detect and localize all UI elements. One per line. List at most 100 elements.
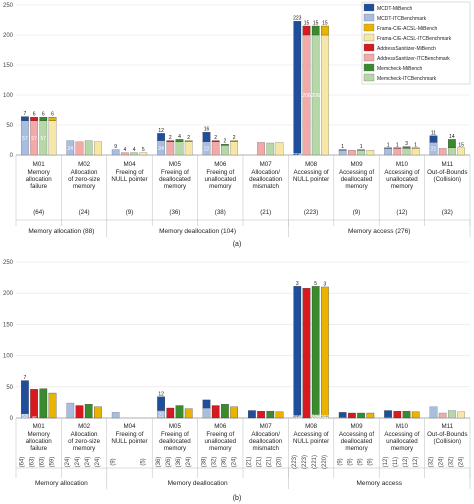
- category-count: (223): [292, 455, 298, 469]
- bar-segment-itc: [202, 407, 211, 419]
- bar-value-label: 1: [396, 142, 399, 148]
- bar-segment-mi: [302, 25, 311, 36]
- legend-swatch: [363, 23, 375, 32]
- category-count: (32): [448, 457, 454, 468]
- bar-value-label: 15: [458, 142, 464, 148]
- category-name: of zero-size: [68, 438, 101, 445]
- category-count: (24): [458, 457, 464, 468]
- bar-segment-mi: [30, 389, 38, 419]
- bar-value-label: 3: [405, 141, 408, 147]
- category-name: Out-of-Bounds: [427, 431, 467, 438]
- bar-inner-label: 207: [321, 415, 330, 421]
- bar-segment-mi: [21, 380, 29, 414]
- category-name: Accessing of: [384, 431, 419, 438]
- bar-segment-mi: [338, 412, 347, 418]
- legend-swatch: [363, 43, 375, 52]
- y-tick-label: 100: [3, 354, 14, 360]
- bar-segment-itc: [357, 150, 365, 156]
- category-code: M02: [78, 161, 91, 168]
- category-count: (63): [40, 457, 46, 468]
- bar-segment-mi: [411, 411, 420, 419]
- panel-caption: (a): [233, 241, 242, 248]
- bar-segment-mi: [402, 146, 411, 149]
- category-count: (221): [312, 455, 318, 469]
- category-count: (223): [304, 209, 318, 216]
- bar-segment-mi: [357, 412, 365, 419]
- category-name: Freeing of: [116, 169, 144, 176]
- bar-segment-mi: [293, 21, 302, 156]
- category-name: Freeing of: [161, 169, 189, 176]
- category-name: memory: [345, 445, 368, 452]
- bar-segment-itc: [75, 141, 84, 156]
- y-tick-label: 200: [3, 291, 14, 297]
- y-tick-label: 50: [6, 123, 13, 129]
- category-code: M02: [78, 423, 91, 430]
- group-label: Memory access: [356, 480, 402, 487]
- category-code: M04: [123, 423, 136, 430]
- bar-value-label: 1: [341, 144, 344, 150]
- bar-value-label: 2: [169, 135, 172, 141]
- category-name: mismatch: [252, 445, 279, 452]
- category-name: Allocation/: [251, 431, 280, 438]
- bar-segment-itc: [275, 142, 284, 156]
- legend-label: AddressSanitizer-ITCBenchmark: [377, 56, 450, 62]
- category-name: Allocation: [71, 169, 98, 176]
- y-tick-label: 150: [3, 322, 14, 328]
- category-count: (21): [260, 209, 271, 216]
- category-name: unallocated: [386, 438, 418, 445]
- category-count: (21): [267, 457, 273, 468]
- y-tick-label: 200: [3, 33, 14, 39]
- bar-segment-itc: [221, 145, 229, 156]
- category-count: (24): [231, 457, 237, 468]
- legend-label: Frama-C/E-ACSL-ITCBenchmark: [377, 36, 452, 42]
- chart-a: 0 50 100 150 200 250 7 57 6 57 6 57 6 M01Memoryalloca…: [3, 3, 471, 248]
- bar-segment-itc: [393, 148, 402, 156]
- category-code: M07: [260, 423, 273, 430]
- legend-swatch: [363, 63, 375, 72]
- bar-segment-itc: [366, 150, 375, 156]
- bar-segment-itc: [348, 150, 356, 156]
- category-name: unallocated: [204, 438, 236, 445]
- bar-segment-mi: [202, 399, 211, 409]
- category-name: failure: [30, 183, 47, 190]
- bar-segment-mi: [230, 140, 238, 142]
- bar-inner-label: 46: [31, 416, 37, 422]
- y-tick-label: 0: [10, 153, 14, 159]
- category-name: Allocation/: [251, 169, 280, 176]
- bar-value-label: 6: [51, 112, 54, 118]
- category-code: M07: [260, 161, 273, 168]
- category-code: M09: [350, 161, 363, 168]
- bar-value-label: 3: [324, 281, 327, 287]
- bar-segment-itc: [139, 152, 148, 156]
- category-name: memory: [209, 445, 232, 452]
- bar-inner-label: 206: [312, 93, 321, 99]
- category-name: deallocated: [159, 176, 191, 183]
- category-count: (36): [156, 457, 162, 468]
- bar-segment-mi: [384, 147, 392, 149]
- bar-segment-itc: [448, 147, 456, 156]
- category-name: memory: [73, 445, 96, 452]
- category-count: (26): [166, 457, 172, 468]
- bar-segment-mi: [302, 288, 311, 419]
- category-count: (9): [338, 458, 344, 465]
- category-name: memory: [391, 445, 414, 452]
- category-count: (32): [211, 457, 217, 468]
- category-code: M10: [396, 161, 409, 168]
- bar-segment-mi: [348, 412, 356, 419]
- bar-segment-mi: [393, 410, 402, 419]
- category-count: (38): [201, 457, 207, 468]
- bar-segment-itc: [457, 147, 465, 156]
- category-name: (Collision): [434, 176, 462, 183]
- bar-segment-itc: [338, 150, 347, 156]
- legend-box: [361, 1, 471, 85]
- category-name: of zero-size: [68, 176, 101, 183]
- category-name: Out-of-Bounds: [427, 169, 467, 176]
- y-tick-label: 100: [3, 93, 14, 99]
- legend-label: AddressSanitizer-MiBench: [377, 46, 436, 52]
- bar-segment-mi: [175, 139, 184, 142]
- category-count: (24): [79, 209, 90, 216]
- category-count: (63): [30, 457, 36, 468]
- category-count: (24): [75, 457, 81, 468]
- category-count: (220): [322, 455, 328, 469]
